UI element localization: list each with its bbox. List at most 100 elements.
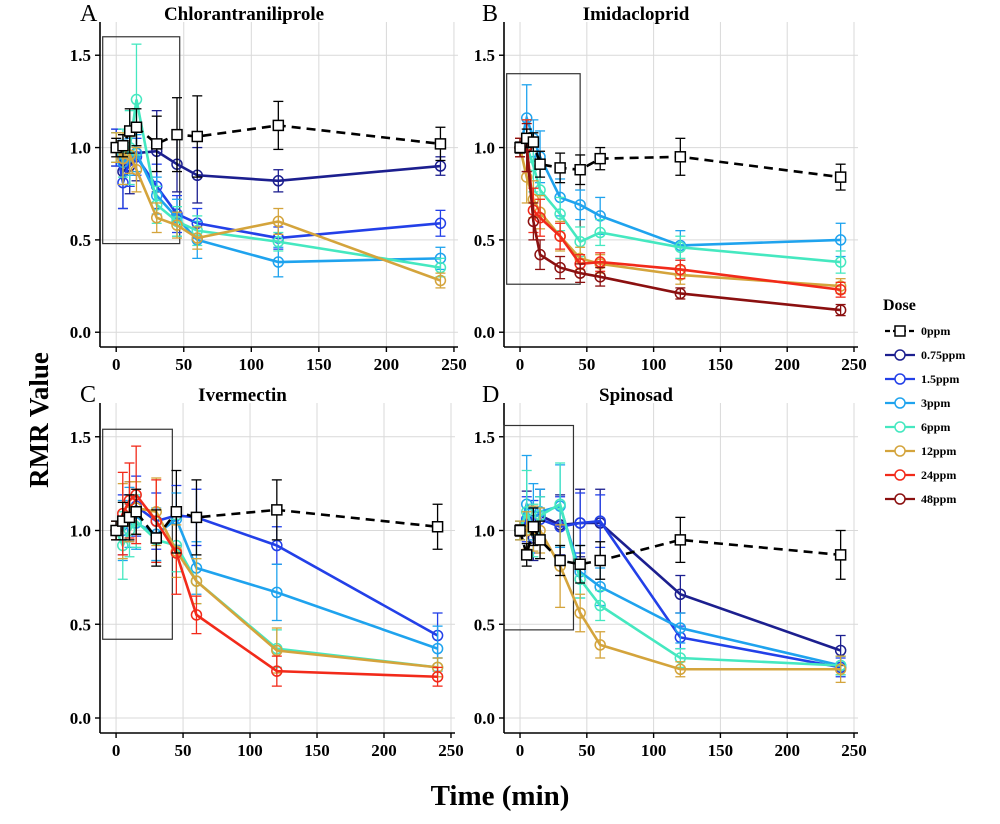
panel-c-ivermectin: 0 50 100 150 200 250 0.0 0.5 1.0 1.5 C Ivermectin bbox=[70, 382, 464, 760]
legend-key-1-5ppm bbox=[885, 373, 915, 385]
panel-d-x-tick-label-200: 200 bbox=[774, 741, 800, 760]
panel-a-series-12ppm-point bbox=[130, 163, 143, 176]
panel-d-series-0ppm-point bbox=[534, 534, 546, 546]
legend-key-circle-marker bbox=[894, 493, 906, 505]
panel-d-y-tick-label-0-5: 0.5 bbox=[474, 615, 495, 634]
legend-key-48ppm bbox=[885, 493, 915, 505]
panel-d-series-0ppm-point bbox=[520, 549, 533, 561]
legend-label: 0ppm bbox=[921, 323, 951, 338]
panel-a-letter: A bbox=[80, 1, 98, 27]
panel-c-series-0ppm-point bbox=[271, 504, 283, 516]
panel-a-series-0-75ppm-point bbox=[272, 175, 285, 187]
panel-c-series-24ppm-point bbox=[431, 671, 444, 683]
panel-d-y-tick-label-1: 1.0 bbox=[474, 522, 495, 541]
panel-d-series-1-5ppm-point bbox=[594, 515, 606, 527]
panel-b-series-0ppm-point bbox=[674, 151, 687, 163]
legend-key-24ppm bbox=[885, 469, 915, 481]
legend-key-circle-marker bbox=[894, 469, 906, 481]
panel-a-x-tick-label-150: 150 bbox=[306, 355, 332, 374]
panel-c-series-3ppm-point bbox=[431, 642, 444, 655]
panel-b-series-48ppm-point bbox=[534, 248, 546, 261]
panel-a-series-12ppm-point bbox=[171, 219, 183, 231]
legend-item-1-5ppm: 1.5ppm bbox=[883, 367, 993, 391]
panel-a-series-12ppm-point bbox=[272, 215, 285, 228]
legend: Dose 0ppm 0.75ppm 1.5ppm 3ppm 6ppm 12ppm 24ppm… bbox=[883, 297, 993, 511]
panel-a-series-12ppm-point bbox=[434, 274, 447, 287]
panel-d-series-12ppm-point bbox=[834, 663, 847, 675]
panel-d-series-6ppm-point bbox=[594, 599, 606, 612]
panel-b-series-0ppm-point bbox=[527, 136, 540, 148]
panel-d-y-tick-label-0: 0.0 bbox=[474, 709, 495, 728]
legend-item-48ppm: 48ppm bbox=[883, 487, 993, 511]
panel-d-series-1-5ppm-point bbox=[574, 517, 586, 529]
panel-b-series-0ppm-point bbox=[594, 152, 606, 165]
panel-c-title: Ivermectin bbox=[198, 385, 287, 406]
panel-a-series-3ppm-point bbox=[272, 256, 285, 268]
panel-b-series-6ppm-point bbox=[834, 256, 847, 268]
panel-c-x-tick-label-250: 250 bbox=[438, 741, 464, 760]
panel-c-series-24ppm-point bbox=[190, 609, 203, 621]
panel-b-y-tick-label-1-5: 1.5 bbox=[474, 46, 495, 65]
panel-d-x-tick-label-250: 250 bbox=[841, 741, 867, 760]
panel-c-inset-box bbox=[102, 428, 173, 640]
legend-label: 1.5ppm bbox=[921, 371, 960, 386]
panel-d-series-0ppm-point bbox=[514, 524, 526, 537]
panel-a-series-0ppm-point bbox=[117, 139, 129, 152]
legend-label: 6ppm bbox=[921, 419, 951, 434]
panel-b-series-48ppm-point bbox=[674, 287, 687, 300]
panel-b-series-48ppm-point bbox=[554, 261, 566, 274]
legend-key-circle-marker bbox=[894, 349, 906, 361]
legend-item-3ppm: 3ppm bbox=[883, 391, 993, 415]
panel-b-series-48ppm-line bbox=[520, 146, 841, 312]
panel-a-x-tick-label-100: 100 bbox=[239, 355, 265, 374]
panel-c-series-0ppm-point bbox=[130, 506, 142, 518]
panel-b-series-24ppm-point bbox=[834, 284, 847, 296]
legend-label: 12ppm bbox=[921, 443, 957, 458]
panel-a-x-tick-label-50: 50 bbox=[175, 355, 192, 374]
panel-b-series-48ppm-point bbox=[594, 271, 606, 283]
panel-c-x-tick-label-0: 0 bbox=[112, 741, 121, 760]
panel-b-series-3ppm-point bbox=[834, 234, 847, 246]
legend-key-circle-marker bbox=[894, 445, 906, 457]
panel-d-plot-area bbox=[504, 403, 858, 733]
panel-a-series-0ppm-point bbox=[434, 138, 447, 150]
panel-c-letter: C bbox=[80, 382, 96, 408]
panel-b-series-48ppm-point bbox=[527, 215, 540, 228]
panel-c-x-tick-label-200: 200 bbox=[371, 741, 397, 760]
legend-label: 3ppm bbox=[921, 395, 951, 410]
panel-d-spinosad: 0 50 100 150 200 250 0.0 0.5 1.0 1.5 D Spinosad bbox=[474, 382, 867, 760]
panel-c-series-0ppm-point bbox=[431, 521, 444, 533]
panel-a-y-tick-label-0-5: 0.5 bbox=[70, 231, 91, 250]
panel-a-x-tick-label-0: 0 bbox=[112, 355, 121, 374]
panel-b-y-tick-label-1: 1.0 bbox=[474, 139, 495, 158]
legend-key-circle-marker bbox=[894, 421, 906, 433]
panel-a-series-0ppm-point bbox=[191, 130, 204, 143]
legend-label: 48ppm bbox=[921, 491, 957, 506]
panel-b-x-tick-label-0: 0 bbox=[516, 355, 525, 374]
legend-key-square-marker bbox=[894, 325, 906, 337]
panel-b-series-0ppm-point bbox=[834, 171, 847, 183]
panel-a-series-0ppm-point bbox=[272, 119, 285, 132]
panel-b-x-tick-label-50: 50 bbox=[578, 355, 595, 374]
panel-a-series-0ppm-line bbox=[115, 124, 441, 149]
legend-item-12ppm: 12ppm bbox=[883, 439, 993, 463]
panel-c-series-0ppm-point bbox=[170, 506, 183, 518]
panel-b-imidacloprid: 0 50 100 150 200 250 0.0 0.5 1.0 1.5 B Imidacloprid bbox=[474, 1, 867, 374]
panel-a-series-12ppm-point bbox=[191, 232, 204, 244]
legend-key-circle-marker bbox=[894, 373, 906, 385]
panel-a-y-tick-label-0: 0.0 bbox=[70, 323, 91, 342]
panel-b-series-0ppm bbox=[514, 128, 847, 191]
legend-item-24ppm: 24ppm bbox=[883, 463, 993, 487]
panel-c-series-0ppm bbox=[110, 469, 444, 567]
panel-c-plot-area bbox=[100, 403, 455, 733]
legend-items: 0ppm 0.75ppm 1.5ppm 3ppm 6ppm 12ppm 24ppm 48ppm bbox=[883, 319, 993, 511]
panel-d-series-0-75ppm-point bbox=[674, 588, 687, 600]
panel-d-letter: D bbox=[482, 382, 499, 408]
panel-d-series-0ppm-point bbox=[554, 554, 566, 567]
panel-a-plot-area bbox=[100, 22, 458, 347]
panel-b-series-24ppm-point bbox=[554, 230, 566, 242]
panel-a-series-0ppm-point bbox=[171, 128, 183, 141]
panel-b-letter: B bbox=[482, 1, 498, 27]
panel-c-y-tick-label-0-5: 0.5 bbox=[70, 615, 91, 634]
